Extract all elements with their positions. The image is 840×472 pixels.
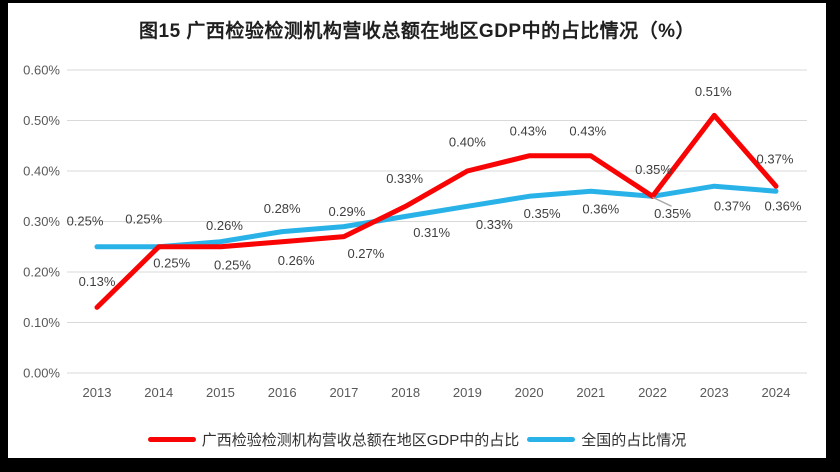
y-axis-tick-label: 0.40% — [23, 164, 60, 179]
legend-item-guangxi: 广西检验检测机构营收总额在地区GDP中的占比 — [147, 429, 520, 450]
data-label: 0.25% — [125, 211, 162, 226]
data-label: 0.37% — [714, 199, 751, 214]
data-label: 0.40% — [449, 135, 486, 150]
data-label: 0.37% — [757, 152, 794, 167]
y-axis-tick-label: 0.30% — [23, 214, 60, 229]
legend-item-national: 全国的占比情况 — [527, 429, 686, 450]
data-label: 0.36% — [765, 199, 802, 214]
x-axis-label: 2020 — [515, 385, 544, 400]
data-label: 0.36% — [582, 202, 619, 217]
data-label: 0.35% — [654, 206, 691, 221]
data-label: 0.28% — [264, 201, 301, 216]
data-label: 0.25% — [67, 213, 104, 228]
data-label: 0.33% — [476, 217, 513, 232]
data-label: 0.26% — [206, 218, 243, 233]
data-label: 0.25% — [214, 257, 251, 272]
y-axis-tick-label: 0.50% — [23, 113, 60, 128]
data-label: 0.13% — [79, 274, 116, 289]
y-axis-tick-label: 0.00% — [23, 366, 60, 381]
guangxi-series-line — [94, 112, 779, 310]
data-label: 0.29% — [328, 204, 365, 219]
x-axis-label: 2013 — [83, 385, 112, 400]
x-axis-label: 2016 — [268, 385, 297, 400]
data-label: 0.35% — [524, 206, 561, 221]
legend-label-national: 全国的占比情况 — [581, 432, 687, 449]
data-label: 0.51% — [695, 84, 732, 99]
legend-swatch-national-blue-line — [527, 437, 576, 442]
line-chart-plot-area: 0.00% 0.10% 0.20% 0.30% 0.40% 0.50% 0.60% 2013 2… — [23, 63, 807, 400]
data-label: 0.35% — [635, 162, 672, 177]
x-axis-label: 2024 — [762, 385, 791, 400]
chart-legend: 广西检验检测机构营收总额在地区GDP中的占比 全国的占比情况 — [8, 429, 826, 450]
x-axis-label: 2018 — [391, 385, 420, 400]
x-axis-label: 2022 — [638, 385, 667, 400]
x-axis-label: 2019 — [453, 385, 482, 400]
label-leader-line — [652, 196, 672, 207]
legend-swatch-guangxi-red-line — [147, 437, 196, 442]
y-axis-tick-label: 0.20% — [23, 265, 60, 280]
x-axis-label: 2023 — [700, 385, 729, 400]
y-axis-tick-label: 0.10% — [23, 315, 60, 330]
national-series-line — [94, 183, 779, 250]
chart-title: 图15 广西检验检测机构营收总额在地区GDP中的占比情况（%） — [139, 21, 695, 42]
x-axis-label: 2017 — [329, 385, 358, 400]
legend-label-guangxi: 广西检验检测机构营收总额在地区GDP中的占比 — [201, 432, 520, 449]
y-axis-tick-label: 0.60% — [23, 63, 60, 78]
data-label: 0.43% — [569, 123, 606, 138]
x-axis-label: 2014 — [144, 385, 173, 400]
data-label: 0.33% — [386, 171, 423, 186]
data-label: 0.31% — [413, 225, 450, 240]
data-label: 0.26% — [278, 253, 315, 268]
x-axis-label: 2021 — [576, 385, 605, 400]
x-axis-label: 2015 — [206, 385, 235, 400]
data-label: 0.43% — [510, 123, 547, 138]
data-label: 0.25% — [153, 255, 190, 270]
chart-canvas: 图15 广西检验检测机构营收总额在地区GDP中的占比情况（%） 0.00% 0.1… — [8, 3, 826, 458]
data-label: 0.27% — [347, 246, 384, 261]
